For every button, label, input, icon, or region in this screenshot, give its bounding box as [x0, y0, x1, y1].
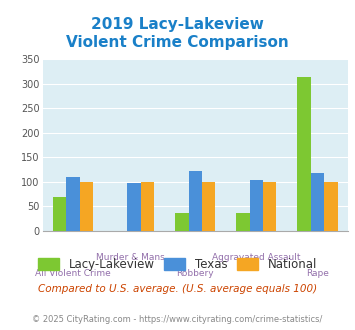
Bar [297, 77, 311, 231]
Bar [263, 182, 277, 231]
Bar [236, 213, 250, 231]
Bar [175, 213, 189, 231]
Bar [66, 177, 80, 231]
Bar [80, 182, 93, 231]
Bar [311, 173, 324, 231]
Bar [324, 182, 338, 231]
Bar [127, 183, 141, 231]
Bar [141, 182, 154, 231]
Text: Compared to U.S. average. (U.S. average equals 100): Compared to U.S. average. (U.S. average … [38, 284, 317, 294]
Text: Aggravated Assault: Aggravated Assault [212, 253, 301, 262]
Text: © 2025 CityRating.com - https://www.cityrating.com/crime-statistics/: © 2025 CityRating.com - https://www.city… [32, 315, 323, 324]
Text: All Violent Crime: All Violent Crime [35, 269, 111, 278]
Bar [250, 180, 263, 231]
Text: 2019 Lacy-Lakeview
Violent Crime Comparison: 2019 Lacy-Lakeview Violent Crime Compari… [66, 16, 289, 50]
Bar [202, 182, 215, 231]
Text: Murder & Mans...: Murder & Mans... [95, 253, 173, 262]
Bar [189, 171, 202, 231]
Bar [53, 197, 66, 231]
Text: Rape: Rape [306, 269, 329, 278]
Legend: Lacy-Lakeview, Texas, National: Lacy-Lakeview, Texas, National [33, 253, 322, 276]
Text: Robbery: Robbery [176, 269, 214, 278]
